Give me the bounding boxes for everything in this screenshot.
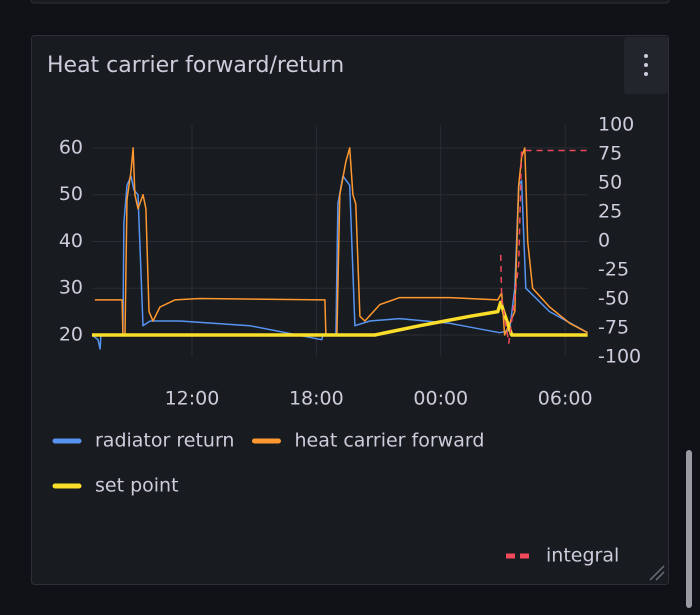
series-line [92,300,588,337]
x-tick-label: 06:00 [538,388,593,410]
legend-label: heat carrier forward [294,430,484,452]
panel [31,35,669,585]
legend-label: radiator return [95,430,234,452]
series-line [499,149,588,344]
legend-label: integral [546,545,619,567]
y-tick-label: 60 [59,136,83,158]
y2-tick-label: 0 [598,230,610,252]
y-tick-label: 30 [59,277,83,299]
y2-tick-label: -100 [598,346,641,368]
x-tick-label: 12:00 [165,388,220,410]
y-tick-label: 20 [59,324,83,346]
legend-label: set point [95,475,179,497]
panel-title: Heat carrier forward/return [47,53,344,78]
y2-tick-label: 75 [598,143,622,165]
menu-dot [644,54,648,58]
x-tick-label: 00:00 [413,388,468,410]
y2-tick-label: 100 [598,114,634,136]
menu-dot [644,63,648,67]
y-tick-label: 40 [59,230,83,252]
y-tick-label: 50 [59,183,83,205]
plot-area: 20 30 40 50 60 -100 -75 -50 -25 0 25 50 75 100 12:00 18… [52,114,641,567]
y2-tick-label: -50 [598,288,629,310]
x-tick-label: 18:00 [289,388,344,410]
upper-panel [30,0,670,4]
y2-tick-label: 50 [598,172,622,194]
scrollbar[interactable] [686,450,692,608]
y2-tick-label: -75 [598,317,629,339]
y2-tick-label: 25 [598,201,622,223]
resize-handle[interactable] [649,565,665,581]
menu-dot [644,72,648,76]
series-line [94,147,588,336]
y2-tick-label: -25 [598,259,629,281]
